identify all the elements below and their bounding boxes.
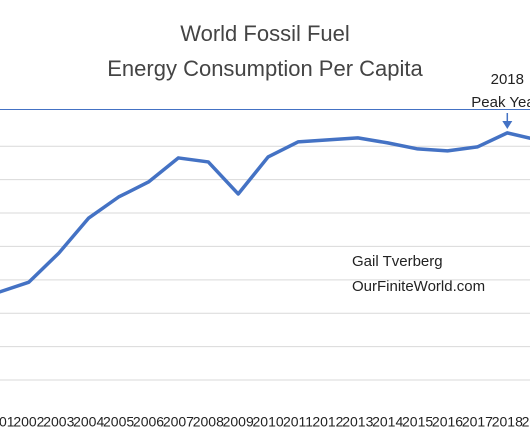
x-tick-label: 2016: [432, 414, 463, 430]
x-tick-label: 2018: [492, 414, 523, 430]
x-tick-label: 2004: [73, 414, 104, 430]
x-tick-label: 2007: [163, 414, 194, 430]
x-tick-label: 2019: [522, 414, 530, 430]
chart-title: World Fossil Fuel: [180, 21, 350, 46]
x-tick-label: 2010: [253, 414, 284, 430]
x-tick-label: 2001: [0, 414, 15, 430]
x-tick-label: 2012: [312, 414, 343, 430]
x-tick-label: 2006: [133, 414, 164, 430]
chart-title: Energy Consumption Per Capita: [107, 56, 423, 81]
x-tick-label: 2003: [43, 414, 74, 430]
data-line: [0, 131, 530, 294]
x-tick-label: 2002: [13, 414, 44, 430]
x-tick-label: 2015: [402, 414, 433, 430]
x-tick-label: 2008: [193, 414, 224, 430]
annotation: Peak Year: [471, 94, 530, 111]
x-tick-label: 2005: [103, 414, 134, 430]
x-tick-label: 2017: [462, 414, 493, 430]
annotation-arrowhead: [502, 121, 513, 129]
x-tick-label: 2009: [223, 414, 254, 430]
x-tick-label: 2013: [342, 414, 373, 430]
credit: Gail Tverberg: [352, 253, 443, 270]
credit: OurFiniteWorld.com: [352, 278, 485, 295]
annotation: 2018: [491, 71, 524, 88]
x-tick-label: 2011: [283, 414, 313, 430]
x-tick-label: 2014: [372, 414, 403, 430]
